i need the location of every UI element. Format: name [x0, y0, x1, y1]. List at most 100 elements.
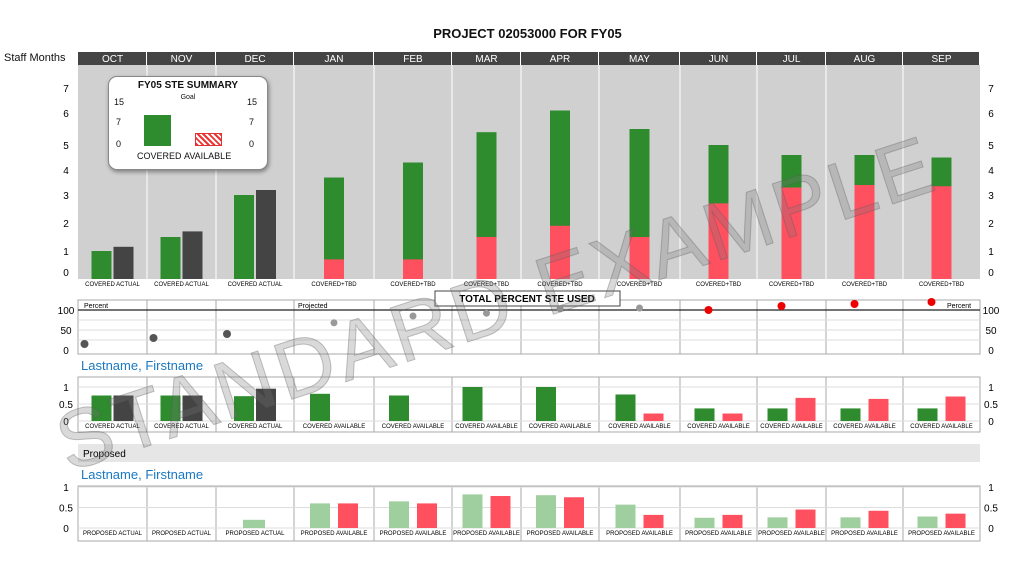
month-header-label: SEP [931, 54, 951, 65]
available-bar [722, 413, 743, 421]
main-ytick-left: 3 [63, 191, 69, 202]
covered-bar [324, 177, 344, 279]
covered-bar [536, 387, 556, 421]
bar-category-label: COVERED AVAILABLE [303, 424, 365, 430]
proposed-band [78, 444, 980, 462]
bar-category-label: COVERED+TBD [537, 282, 583, 288]
percent-point [927, 298, 936, 306]
percent-point [149, 334, 158, 342]
tbd-bar [854, 185, 875, 279]
person2-ytick-left: 1 [63, 483, 69, 494]
covered-bar [91, 395, 112, 421]
bar-category-label: PROPOSED AVAILABLE [831, 531, 898, 537]
month-header-label: MAY [629, 54, 650, 65]
main-ytick-left: 1 [63, 247, 69, 258]
available-bar [417, 503, 437, 528]
main-ytick-left: 4 [63, 166, 69, 177]
available-bar [722, 514, 743, 528]
month-header-label: DEC [244, 54, 265, 65]
covered-bar [694, 408, 715, 421]
percent-ytick-left: 50 [60, 326, 72, 337]
month-header-label: NOV [171, 54, 193, 65]
percent-point [80, 340, 89, 348]
bar-category-label: COVERED AVAILABLE [833, 424, 895, 430]
month-header-label: OCT [102, 54, 123, 65]
summary-ytick-left: 15 [114, 97, 125, 107]
main-ytick-left: 7 [63, 84, 69, 95]
person2-ytick-right: 0 [988, 524, 994, 535]
person1-ytick-right: 1 [988, 383, 994, 394]
actual-bar [256, 388, 276, 421]
bar-category-label: COVERED ACTUAL [154, 282, 209, 288]
bar-category-label: PROPOSED ACTUAL [225, 531, 285, 537]
tbd-bar [324, 259, 344, 279]
percent-axis-label: Percent [84, 303, 108, 310]
bar-category-label: COVERED+TBD [464, 282, 510, 288]
percent-point [409, 312, 417, 320]
percent-title-box [434, 290, 621, 307]
percent-title: TOTAL PERCENT STE USED [459, 294, 595, 305]
summary-covered-label: COVERED [137, 151, 182, 161]
bar-category-label: COVERED ACTUAL [228, 424, 283, 430]
month-header-cell [147, 52, 215, 65]
tbd-bar [931, 186, 952, 279]
bar-category-label: COVERED ACTUAL [85, 282, 140, 288]
bar-category-label: COVERED AVAILABLE [529, 424, 591, 430]
main-ytick-left: 0 [63, 268, 69, 279]
percent-ytick-right: 100 [983, 306, 1000, 317]
person2-ytick-right: 0.5 [984, 504, 998, 515]
person2-plot-area [77, 485, 981, 542]
bar-category-label: PROPOSED AVAILABLE [685, 531, 752, 537]
summary-ytick-left: 0 [116, 139, 122, 149]
covered-bar [917, 408, 938, 421]
covered-bar [160, 395, 181, 421]
month-header-label: JAN [325, 54, 344, 65]
percent-ytick-left: 100 [58, 306, 75, 317]
person1-ytick-left: 0.5 [59, 400, 73, 411]
main-ytick-left: 2 [63, 219, 69, 230]
available-bar [868, 398, 889, 421]
bar-category-label: COVERED AVAILABLE [608, 424, 670, 430]
covered-bar [840, 408, 861, 421]
bar-category-label: COVERED+TBD [696, 282, 742, 288]
percent-ytick-left: 0 [63, 346, 69, 357]
percent-point [704, 306, 713, 314]
bar-category-label: COVERED AVAILABLE [382, 424, 444, 430]
summary-ytick-left: 7 [116, 117, 122, 127]
tbd-bar [550, 225, 570, 279]
month-header-label: MAR [475, 54, 497, 65]
proposed-bar [243, 519, 265, 528]
tbd-bar [476, 237, 497, 279]
month-header-cell [374, 52, 451, 65]
available-bar [945, 396, 966, 421]
percent-plot-area [77, 299, 981, 355]
percent-point [636, 304, 643, 312]
actual-bar [113, 395, 134, 421]
tbd-bar [708, 203, 729, 279]
proposed-bar [536, 495, 556, 528]
percent-axis-label-right: Percent [947, 303, 971, 310]
bar-category-label: PROPOSED AVAILABLE [380, 531, 447, 537]
bar-category-label: COVERED ACTUAL [154, 424, 209, 430]
bar-category-label: COVERED+TBD [311, 282, 357, 288]
covered-bar [462, 387, 483, 421]
percent-point [330, 319, 338, 327]
proposed-bar [694, 517, 715, 528]
main-ytick-right: 0 [988, 268, 994, 279]
proposed-bar [615, 504, 636, 528]
main-ytick-right: 3 [988, 191, 994, 202]
covered-bar [615, 394, 636, 421]
month-header-cell [599, 52, 679, 65]
summary-ytick-right: 7 [249, 117, 255, 127]
month-header-label: JUN [709, 54, 728, 65]
percent-point [777, 302, 786, 310]
tbd-bar [781, 187, 802, 279]
bar-category-label: PROPOSED AVAILABLE [908, 531, 975, 537]
percent-ytick-right: 0 [988, 346, 994, 357]
proposed-bar [310, 503, 330, 528]
summary-ytick-right: 15 [247, 97, 258, 107]
bar-category-label: PROPOSED ACTUAL [83, 531, 143, 537]
month-header-cell [903, 52, 979, 65]
summary-goal-label: Goal [180, 94, 196, 101]
